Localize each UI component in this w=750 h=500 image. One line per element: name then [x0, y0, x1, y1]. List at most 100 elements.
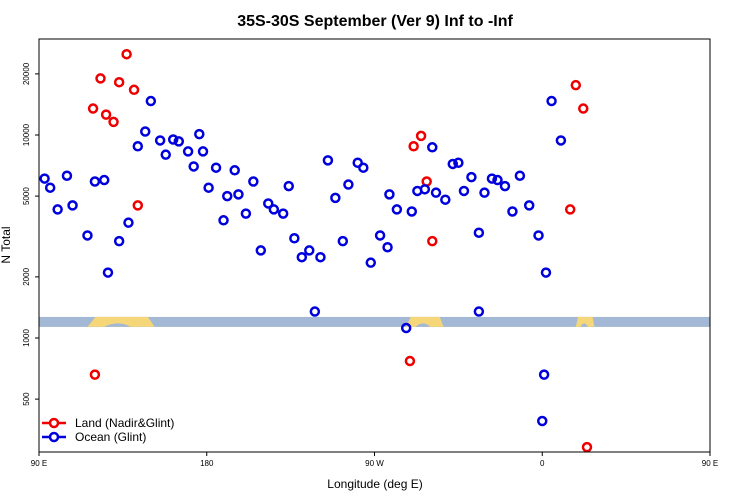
land-point-8	[132, 200, 144, 211]
ocean-point-71	[533, 230, 544, 241]
ocean-point-35	[283, 180, 295, 192]
land-point-4	[108, 116, 119, 128]
ocean-point-10	[113, 235, 125, 247]
ocean-point-62	[466, 171, 477, 183]
ocean-point-60	[453, 157, 464, 168]
ocean-point-27	[229, 165, 240, 176]
ocean-point-39	[309, 306, 321, 317]
y-tick-label-6: 20000	[22, 62, 31, 85]
ocean-point-23	[203, 182, 214, 193]
ocean-point-26	[222, 190, 233, 202]
ocean-point-43	[337, 235, 349, 247]
data-points	[39, 48, 593, 453]
x-tick-label-5: 90 E	[702, 459, 718, 468]
land-point-17	[578, 103, 589, 114]
ocean-point-14	[145, 95, 157, 107]
plot-frame	[38, 38, 711, 453]
ocean-point-31	[255, 245, 267, 256]
land-point-12	[415, 130, 427, 142]
land-point-10	[404, 355, 416, 367]
land-point-9	[89, 369, 101, 380]
ocean-point-25	[218, 215, 229, 226]
ocean-point-9	[102, 267, 114, 278]
y-tick-label-3: 2000	[22, 267, 31, 285]
ocean-point-52	[400, 322, 412, 334]
y-tick-label-4: 5000	[22, 187, 31, 205]
ocean-point-56	[427, 142, 438, 153]
ocean-point-74	[555, 135, 567, 146]
ocean-point-46	[358, 162, 369, 173]
ocean-point-64	[479, 187, 490, 198]
ocean-point-38	[304, 245, 315, 256]
x-tick-label-1: 90 E	[31, 459, 47, 468]
ocean-point-33	[268, 204, 280, 215]
ocean-point-4	[61, 170, 73, 181]
x-tick-label-4: 0	[540, 459, 545, 468]
ocean-point-76	[537, 415, 548, 427]
ocean-point-13	[139, 126, 151, 137]
ocean-point-59	[447, 158, 459, 170]
legend-label-2: Ocean (Glint)	[75, 430, 146, 444]
land-point-7	[128, 84, 140, 96]
ocean-point-50	[384, 189, 395, 200]
legend: Land (Nadir&Glint)Ocean (Glint)	[42, 416, 174, 444]
ocean-point-32	[263, 198, 274, 209]
ocean-point-11	[123, 217, 134, 228]
ocean-point-77	[473, 306, 485, 317]
ocean-point-67	[499, 180, 511, 192]
ocean-point-41	[322, 155, 334, 166]
ocean-point-66	[492, 174, 503, 186]
ocean-point-58	[440, 194, 451, 205]
ocean-point-16	[160, 149, 171, 160]
ocean-point-68	[507, 206, 518, 217]
ocean-point-53	[406, 206, 418, 217]
series-land	[87, 48, 593, 453]
ocean-point-15	[154, 135, 166, 146]
land-bay-2	[415, 323, 431, 327]
ocean-point-65	[486, 173, 498, 184]
x-tick-label-2: 180	[200, 459, 214, 468]
ocean-point-29	[240, 208, 252, 219]
y-axis: 500 1000 2000 5000 10000 20000	[22, 62, 39, 406]
y-axis-title: N Total	[0, 226, 13, 263]
ocean-point-6	[82, 230, 93, 241]
land-point-14	[427, 235, 438, 247]
y-tick-label-5: 10000	[22, 123, 31, 146]
land-mass-2	[406, 316, 444, 327]
legend-marker-1	[48, 417, 60, 429]
ocean-point-48	[374, 230, 386, 241]
ocean-point-51	[391, 204, 403, 215]
ocean-band	[39, 316, 710, 327]
land-point-11	[408, 141, 419, 152]
ocean-point-24	[210, 162, 222, 173]
y-tick-label-2: 1000	[22, 329, 31, 347]
land-point-6	[121, 48, 132, 60]
ocean-point-70	[523, 200, 535, 211]
land-point-1	[87, 103, 99, 114]
series-ocean	[39, 95, 567, 427]
legend-marker-2	[48, 431, 60, 443]
y-tick-label-1: 500	[22, 392, 31, 406]
ocean-point-73	[546, 95, 557, 107]
ocean-point-12	[132, 141, 144, 152]
ocean-point-49	[382, 241, 393, 253]
ocean-point-55	[419, 184, 431, 195]
ocean-point-18	[173, 136, 185, 147]
land-point-15	[564, 204, 576, 215]
ocean-point-63	[473, 227, 485, 238]
ocean-point-7	[89, 176, 101, 187]
ocean-point-42	[330, 192, 341, 204]
ocean-point-69	[514, 170, 526, 181]
ocean-point-30	[248, 176, 259, 187]
ocean-point-5	[67, 200, 78, 211]
chart-title: 35S-30S September (Ver 9) Inf to -Inf	[237, 13, 513, 30]
ocean-point-21	[194, 128, 205, 140]
ocean-point-36	[289, 233, 300, 244]
land-point-5	[113, 76, 125, 88]
ocean-point-61	[458, 185, 470, 197]
ocean-point-17	[167, 134, 179, 145]
land-point-2	[95, 73, 106, 84]
ocean-point-57	[430, 187, 442, 198]
land-mass-1	[87, 316, 155, 327]
ocean-point-44	[343, 179, 354, 190]
